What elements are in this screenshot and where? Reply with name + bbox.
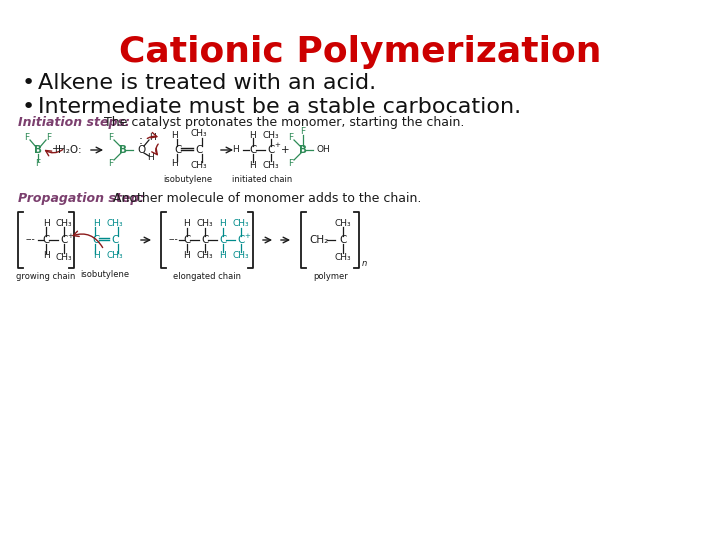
Text: •: •: [22, 73, 35, 93]
Text: B: B: [299, 145, 307, 155]
Text: CH₃: CH₃: [233, 219, 249, 228]
Text: +: +: [281, 145, 289, 155]
Text: C: C: [220, 235, 227, 245]
Text: The catalyst protonates the monomer, starting the chain.: The catalyst protonates the monomer, sta…: [96, 116, 464, 129]
Text: CH₃: CH₃: [55, 219, 72, 227]
Text: initiated chain: initiated chain: [232, 175, 292, 184]
Text: Initiation steps:: Initiation steps:: [18, 116, 130, 129]
Text: CH₃: CH₃: [263, 160, 279, 170]
Text: C: C: [267, 145, 275, 155]
Text: +: +: [67, 233, 73, 239]
Text: CH₃: CH₃: [197, 219, 213, 228]
Text: +: +: [274, 142, 280, 148]
Text: C: C: [339, 235, 347, 245]
Text: CH₃: CH₃: [107, 219, 123, 227]
Text: elongated chain: elongated chain: [173, 272, 241, 281]
Text: H: H: [148, 133, 156, 143]
Text: CH₂: CH₂: [310, 235, 328, 245]
Text: C: C: [238, 235, 245, 245]
Text: C: C: [195, 145, 203, 155]
Text: H: H: [250, 160, 256, 170]
Text: n: n: [362, 260, 367, 268]
Text: F: F: [24, 132, 30, 141]
Text: OH: OH: [316, 145, 330, 154]
Text: CH₃: CH₃: [335, 253, 351, 261]
Text: ---: ---: [26, 235, 36, 245]
Text: F: F: [109, 159, 114, 167]
Text: isobutylene: isobutylene: [163, 175, 212, 184]
Text: isobutylene: isobutylene: [81, 270, 130, 279]
Text: C: C: [249, 145, 257, 155]
Text: CH₃: CH₃: [55, 253, 72, 261]
Text: F: F: [109, 132, 114, 141]
Text: growing chain: growing chain: [17, 272, 76, 281]
Text: CH₃: CH₃: [197, 252, 213, 260]
Text: F: F: [46, 132, 52, 141]
Text: H: H: [42, 219, 50, 228]
Text: CH₃: CH₃: [233, 252, 249, 260]
Text: H: H: [147, 153, 153, 163]
Text: O: O: [137, 145, 145, 155]
Text: B: B: [34, 145, 42, 155]
Text: H: H: [184, 219, 190, 228]
Text: H: H: [220, 219, 226, 228]
Text: ---: ---: [169, 235, 179, 245]
Text: H: H: [93, 252, 99, 260]
Text: C: C: [92, 235, 99, 245]
Text: Cationic Polymerization: Cationic Polymerization: [119, 35, 601, 69]
Text: H: H: [93, 219, 99, 227]
Text: F: F: [289, 132, 294, 141]
Text: CH₃: CH₃: [107, 252, 123, 260]
Text: CH₃: CH₃: [263, 131, 279, 139]
Text: H₂O:: H₂O:: [58, 145, 82, 155]
Text: H: H: [42, 252, 50, 260]
Text: C: C: [60, 235, 68, 245]
Text: CH₃: CH₃: [191, 130, 207, 138]
Text: H: H: [250, 131, 256, 139]
Text: Another molecule of monomer adds to the chain.: Another molecule of monomer adds to the …: [105, 192, 421, 205]
Text: C: C: [184, 235, 191, 245]
Text: C: C: [112, 235, 119, 245]
Text: C: C: [202, 235, 209, 245]
Text: :: :: [139, 134, 143, 147]
Text: F: F: [289, 159, 294, 167]
Text: Alkene is treated with an acid.: Alkene is treated with an acid.: [38, 73, 376, 93]
Text: CH₃: CH₃: [191, 161, 207, 171]
Text: H: H: [171, 159, 177, 168]
Text: H: H: [220, 252, 226, 260]
Text: Intermediate must be a stable carbocation.: Intermediate must be a stable carbocatio…: [38, 97, 521, 117]
Text: C: C: [174, 145, 181, 155]
Text: Propagation step:: Propagation step:: [18, 192, 145, 205]
Text: polymer: polymer: [314, 272, 348, 281]
Text: +: +: [52, 144, 60, 154]
Text: H: H: [233, 145, 239, 154]
Text: C: C: [42, 235, 50, 245]
Text: CH₃: CH₃: [335, 219, 351, 227]
Text: •: •: [22, 97, 35, 117]
Text: H: H: [184, 252, 190, 260]
Text: B: B: [119, 145, 127, 155]
Text: F: F: [35, 159, 40, 168]
Text: +: +: [244, 233, 250, 239]
Text: H: H: [171, 132, 177, 140]
Text: F: F: [300, 127, 305, 137]
